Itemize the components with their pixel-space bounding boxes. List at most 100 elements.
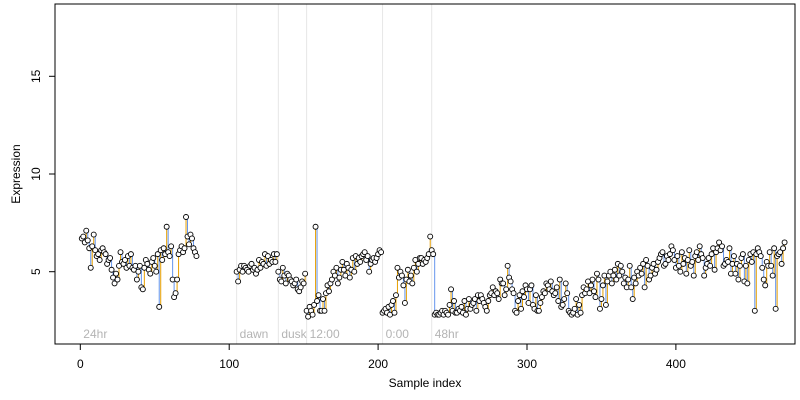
data-point bbox=[84, 237, 91, 244]
data-point bbox=[446, 301, 453, 308]
data-point bbox=[150, 255, 157, 261]
data-point bbox=[273, 251, 280, 258]
data-point bbox=[762, 282, 769, 289]
data-point bbox=[391, 309, 398, 316]
data-point bbox=[521, 294, 527, 301]
data-point bbox=[156, 303, 163, 310]
data-point bbox=[559, 301, 566, 308]
data-point bbox=[166, 253, 173, 260]
data-point bbox=[594, 270, 600, 277]
data-point bbox=[485, 298, 492, 304]
data-point bbox=[583, 286, 590, 293]
data-point bbox=[662, 260, 669, 267]
data-point bbox=[409, 280, 416, 287]
data-point bbox=[759, 264, 766, 271]
data-point bbox=[400, 282, 407, 289]
region-lines bbox=[236, 4, 433, 344]
data-point bbox=[731, 253, 737, 260]
data-point bbox=[114, 276, 121, 283]
data-point bbox=[413, 268, 420, 275]
data-point bbox=[541, 290, 548, 297]
data-point bbox=[678, 249, 685, 256]
data-point bbox=[309, 311, 316, 318]
data-point bbox=[513, 309, 520, 316]
region-labels: 24hr dawn dusk 12:00 0:00 48hr bbox=[83, 327, 458, 341]
data-point bbox=[378, 249, 385, 256]
data-point bbox=[683, 270, 690, 277]
data-point bbox=[351, 268, 358, 275]
data-point bbox=[465, 296, 472, 303]
data-point bbox=[159, 257, 166, 263]
data-point bbox=[451, 298, 457, 304]
data-point bbox=[537, 300, 544, 306]
data-point bbox=[716, 239, 723, 246]
data-point bbox=[610, 272, 617, 279]
region-label: dusk bbox=[281, 327, 307, 341]
data-point bbox=[90, 231, 97, 238]
data-point bbox=[87, 264, 94, 271]
data-point bbox=[458, 303, 465, 310]
data-point bbox=[102, 251, 109, 258]
data-point bbox=[275, 268, 282, 275]
data-point bbox=[748, 258, 755, 265]
data-point bbox=[744, 280, 751, 287]
x-tick-label: 0 bbox=[77, 357, 84, 371]
data-point bbox=[576, 301, 583, 308]
data-point bbox=[133, 276, 140, 283]
data-point bbox=[666, 251, 673, 258]
data-point bbox=[235, 278, 242, 285]
data-point bbox=[719, 243, 725, 250]
data-point bbox=[760, 276, 767, 283]
data-point bbox=[757, 253, 764, 260]
data-point bbox=[659, 249, 666, 256]
data-point bbox=[366, 268, 373, 275]
x-axis-title: Sample index bbox=[389, 376, 462, 390]
data-point bbox=[404, 266, 411, 273]
data-point bbox=[735, 276, 742, 283]
data-point bbox=[139, 286, 146, 293]
data-point bbox=[448, 286, 455, 293]
data-point bbox=[315, 292, 322, 299]
data-point bbox=[617, 262, 624, 269]
data-point bbox=[739, 251, 746, 258]
plot-frame bbox=[54, 3, 796, 345]
data-point bbox=[364, 253, 371, 260]
data-point bbox=[701, 272, 708, 279]
data-point bbox=[573, 296, 580, 303]
data-point bbox=[552, 290, 559, 297]
data-point bbox=[742, 262, 749, 269]
data-point bbox=[778, 260, 785, 267]
data-point bbox=[592, 294, 599, 301]
data-point bbox=[628, 284, 635, 291]
data-point bbox=[346, 274, 353, 281]
data-point bbox=[696, 243, 703, 250]
data-point bbox=[113, 270, 119, 277]
data-point bbox=[562, 280, 569, 287]
data-point bbox=[183, 214, 189, 220]
y-axis: 5 10 15 bbox=[29, 69, 56, 275]
data-point bbox=[181, 245, 188, 252]
data-point bbox=[626, 262, 633, 269]
x-tick-label: 300 bbox=[517, 357, 537, 371]
data-point bbox=[501, 292, 508, 299]
data-point bbox=[777, 249, 784, 256]
data-point bbox=[736, 262, 743, 269]
data-point bbox=[500, 280, 507, 287]
data-point bbox=[193, 253, 200, 260]
data-point bbox=[532, 292, 539, 299]
x-tick-label: 400 bbox=[666, 357, 686, 371]
data-point bbox=[320, 296, 326, 303]
data-point bbox=[588, 282, 594, 289]
region-label: 0:00 bbox=[386, 327, 410, 341]
data-point bbox=[489, 284, 496, 291]
data-point bbox=[483, 307, 490, 314]
data-point bbox=[189, 235, 195, 242]
data-point bbox=[186, 241, 192, 248]
data-point bbox=[172, 290, 179, 297]
data-point bbox=[518, 305, 524, 312]
data-point bbox=[686, 247, 693, 254]
data-point bbox=[680, 260, 687, 267]
data-point bbox=[111, 280, 118, 287]
data-point bbox=[264, 253, 271, 260]
